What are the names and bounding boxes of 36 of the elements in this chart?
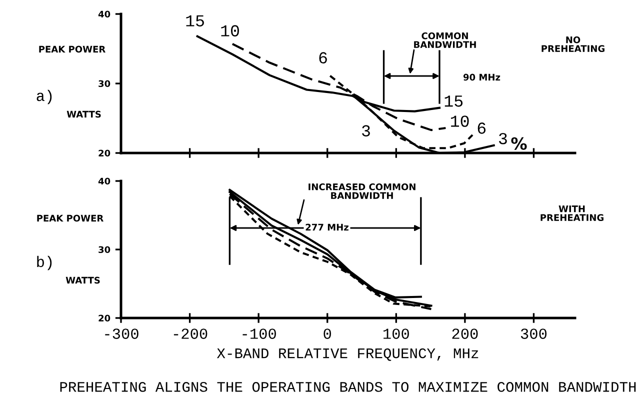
annotation: 10 [221,25,239,36]
text: WATTS [66,110,101,118]
text: b) [37,256,52,270]
y-tick-label: 30 [98,246,110,254]
y-tick-label: 40 [98,178,110,185]
annotation: 277 MHz [306,224,348,230]
annotation: WITH PREHEATING [540,206,604,221]
annotation: % [511,137,527,150]
annotation: 90 MHz [463,74,500,81]
text: PREHEATING ALIGNS THE OPERATING BANDS TO MAXIMIZE COMMON BANDWIDTH [60,382,636,392]
series-label: 3 [499,132,507,144]
text: PEAK POWER [39,46,106,53]
x-axis-title: X-BAND RELATIVE FREQUENCY, MHz [216,348,478,361]
x-tick-label: 200 [452,328,478,339]
annotation: 3 [362,125,370,136]
text: PEAK POWER [37,214,104,222]
y-tick-label: 20 [98,150,110,157]
text: a) [36,90,52,104]
x-tick-label: -300 [105,328,138,339]
text: WATTS [66,276,100,284]
y-tick-label: 30 [98,80,110,88]
y-tick-label: 40 [98,10,110,18]
series-label: 6 [478,122,486,134]
annotation: 15 [186,15,204,26]
x-tick-label: 100 [384,328,409,339]
annotation: COMMON BANDWIDTH [414,32,476,48]
y-tick-label: 20 [98,314,110,322]
x-tick-label: -100 [242,328,276,339]
series-label: 10 [451,116,469,127]
annotation: NO PREHEATING [542,36,604,52]
annotation: 6 [319,52,327,64]
legend-label: 15 [444,96,463,107]
annotation: INCREASED COMMON BANDWIDTH [308,183,416,199]
x-tick-label: -200 [174,328,208,339]
x-tick-label: 300 [520,328,547,339]
x-tick-label: 0 [324,328,332,339]
